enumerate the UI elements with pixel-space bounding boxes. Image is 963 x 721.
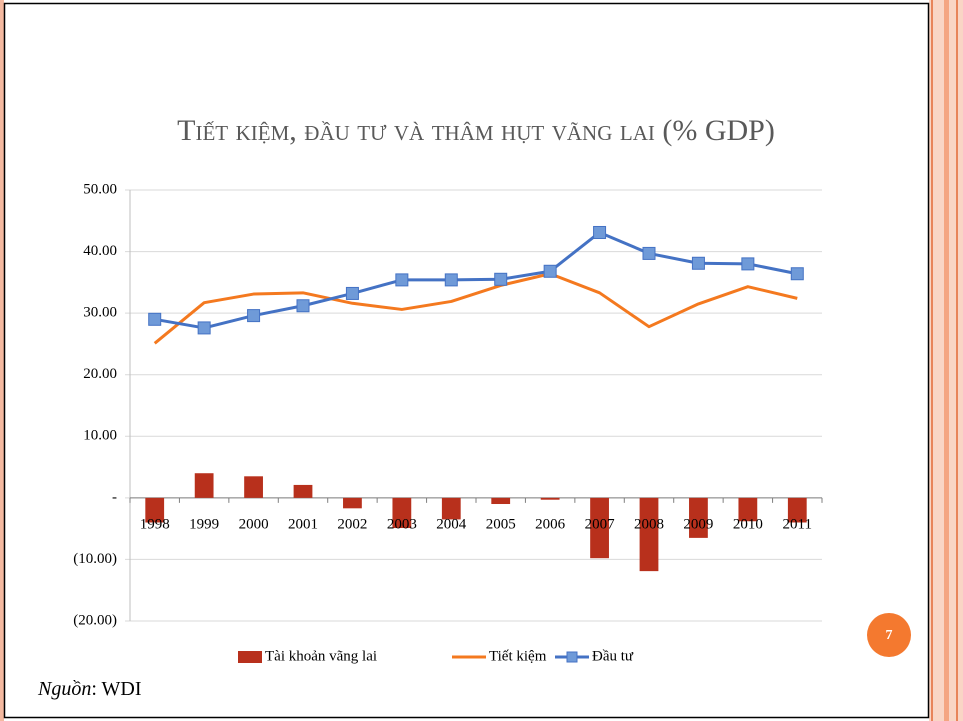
y-tick-label: 30.00 xyxy=(83,305,117,321)
y-tick-label: (20.00) xyxy=(73,612,117,628)
x-tick-label: 2010 xyxy=(733,516,763,532)
marker xyxy=(296,299,310,313)
x-tick-label: 2001 xyxy=(288,516,318,532)
marker xyxy=(197,321,211,335)
bar xyxy=(145,497,165,523)
x-tick-label: 2008 xyxy=(634,516,664,532)
source: Nguồn: WDI xyxy=(37,678,142,700)
legend-label: Đầu tư xyxy=(592,648,634,664)
marker xyxy=(741,257,755,271)
stripe xyxy=(931,0,933,721)
bar xyxy=(590,497,609,559)
page-number: 7 xyxy=(886,628,893,643)
line xyxy=(154,230,798,330)
bar xyxy=(738,497,758,522)
x-tick-label: 2004 xyxy=(436,516,467,532)
y-tick-label: 10.00 xyxy=(83,428,117,444)
legend-label: Tiết kiệm xyxy=(489,648,547,664)
x-tick-label: 1998 xyxy=(140,516,170,532)
bar xyxy=(293,484,313,498)
x-tick-label: 2006 xyxy=(535,516,566,532)
y-tick-label: 50.00 xyxy=(83,181,117,197)
x-tick-label: 2009 xyxy=(683,516,713,532)
bar xyxy=(194,473,214,498)
y-tick-label: - xyxy=(112,489,117,505)
x-tick-label: 2011 xyxy=(783,516,812,532)
y-tick-label: 40.00 xyxy=(83,243,117,259)
slide-frame xyxy=(3,2,930,719)
bar xyxy=(343,497,362,509)
legend-label: Tài khoản vãng lai xyxy=(265,648,377,664)
stripe xyxy=(944,0,949,721)
x-tick-label: 2003 xyxy=(387,516,417,532)
marker xyxy=(345,286,359,300)
line xyxy=(153,272,798,345)
x-tick-label: 1999 xyxy=(189,516,219,532)
chart-title: Tiết kiệm, đầu tư và thâm hụt vãng lai (… xyxy=(177,114,775,147)
x-tick-label: 2007 xyxy=(585,516,616,532)
bar xyxy=(540,497,560,500)
bar xyxy=(491,497,511,505)
bar xyxy=(689,497,708,538)
marker xyxy=(642,246,656,260)
bar xyxy=(787,497,807,523)
bar xyxy=(639,497,659,572)
marker xyxy=(543,264,557,278)
bar xyxy=(392,497,412,529)
marker xyxy=(444,273,458,287)
x-tick-label: 2005 xyxy=(486,516,516,532)
legend-marker xyxy=(566,651,578,663)
bar xyxy=(244,476,263,498)
bar xyxy=(441,497,461,520)
x-tick-label: 2002 xyxy=(337,516,367,532)
y-tick-label: (10.00) xyxy=(73,551,117,567)
y-tick-label: 20.00 xyxy=(83,366,117,382)
stripe xyxy=(956,0,958,721)
legend-swatch xyxy=(238,651,262,663)
marker xyxy=(148,312,162,326)
marker xyxy=(790,267,804,281)
source-label: Nguồn xyxy=(37,678,91,700)
marker xyxy=(691,256,705,270)
page-number-badge xyxy=(867,613,911,657)
marker xyxy=(247,309,261,323)
marker xyxy=(395,273,409,287)
source-value: : WDI xyxy=(91,678,141,700)
x-tick-label: 2000 xyxy=(239,516,269,532)
left-stripe xyxy=(0,0,4,721)
marker xyxy=(593,225,607,239)
marker xyxy=(494,272,508,286)
